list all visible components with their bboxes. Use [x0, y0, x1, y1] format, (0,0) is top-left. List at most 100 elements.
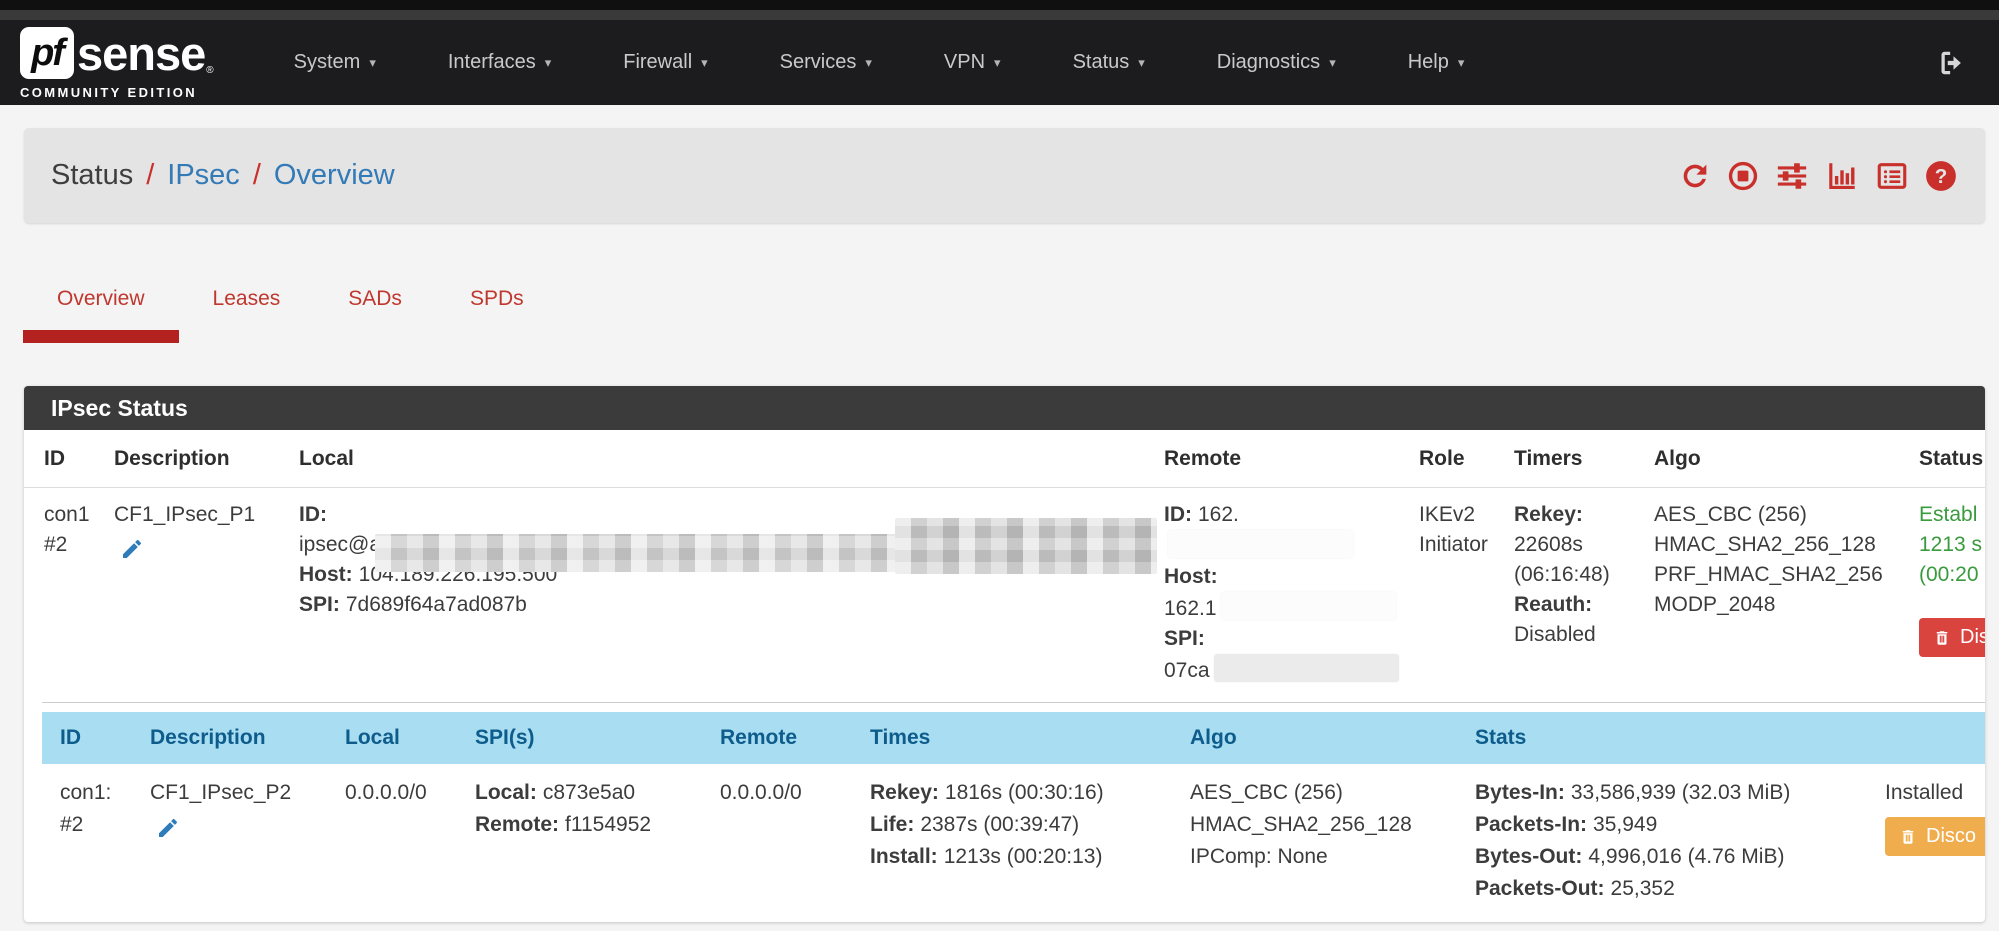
chevron-down-icon: ▾	[701, 54, 708, 70]
page-actions: ?	[1678, 159, 1958, 193]
log-list-icon[interactable]	[1874, 159, 1910, 193]
chevron-down-icon: ▾	[994, 54, 1001, 70]
redacted-region	[1168, 530, 1353, 558]
col-header-timers: Timers	[1514, 447, 1583, 470]
child-spis-cell: Local: c873e5a0 Remote: f1154952	[475, 781, 652, 836]
col-header-remote: Remote	[1164, 447, 1242, 470]
refresh-icon[interactable]	[1678, 159, 1712, 193]
stop-icon[interactable]	[1726, 159, 1760, 193]
breadcrumb: Status / IPsec / Overview	[51, 159, 395, 192]
redacted-region	[1220, 592, 1396, 620]
chevron-down-icon: ▾	[1457, 54, 1465, 70]
nav-item-diagnostics[interactable]: Diagnostics ▾	[1216, 51, 1336, 73]
panel-title: IPsec Status	[24, 386, 1985, 430]
trash-icon	[1902, 829, 1914, 844]
ike-algo-cell: AES_CBC (256) HMAC_SHA2_256_128 PRF_HMAC…	[1654, 503, 1883, 616]
breadcrumb-separator: /	[146, 159, 155, 191]
chevron-down-icon: ▾	[865, 54, 872, 70]
status-installed: Installed	[1885, 781, 1964, 804]
col-header-role: Role	[1419, 447, 1465, 470]
col-header-id: ID	[44, 447, 65, 470]
main-navbar: pf sense ® COMMUNITY EDITION System ▾ Int…	[0, 20, 1999, 105]
col-header-algo: Algo	[1654, 447, 1701, 470]
breadcrumb-bar: Status / IPsec / Overview ?	[24, 128, 1985, 223]
chevron-down-icon: ▾	[544, 54, 552, 70]
ike-role-cell: IKEv2 Initiator	[1419, 503, 1488, 556]
nav-item-vpn[interactable]: VPN ▾	[943, 51, 1001, 73]
child-description-cell: CF1_IPsec_P2	[150, 777, 345, 905]
window-chrome-strip	[0, 10, 1999, 20]
nav-item-status[interactable]: Status ▾	[1072, 51, 1145, 73]
ike-status-cell: Establ 1213 s (00:20 Dis	[1919, 500, 1985, 686]
col-header-local: Local	[345, 726, 400, 749]
ike-table-header: ID Description Local Remote Role Timers …	[24, 430, 1985, 488]
nav-item-interfaces[interactable]: Interfaces ▾	[447, 51, 552, 73]
col-header-description: Description	[114, 447, 230, 470]
col-header-spis: SPI(s)	[475, 726, 535, 749]
child-stats-cell: Bytes-In: 33,586,939 (32.03 MiB) Packets-…	[1475, 781, 1791, 900]
pfsense-logo-box: pf	[20, 27, 74, 79]
child-sa-table: ID Description Local SPI(s) Remote Times…	[42, 702, 1985, 922]
col-header-status: Status	[1919, 447, 1984, 470]
nav-item-firewall[interactable]: Firewall ▾	[623, 51, 708, 73]
tab-spds[interactable]: SPDs	[469, 287, 524, 310]
filter-sliders-icon[interactable]	[1774, 159, 1810, 193]
redacted-region	[375, 534, 940, 572]
bar-chart-icon[interactable]	[1824, 159, 1860, 193]
tab-overview[interactable]: Overview	[23, 287, 179, 343]
col-header-remote: Remote	[720, 726, 798, 749]
trash-icon	[1936, 630, 1948, 645]
chevron-down-icon: ▾	[369, 54, 376, 70]
breadcrumb-separator: /	[252, 159, 261, 191]
sign-out-icon[interactable]	[1937, 48, 1967, 78]
window-chrome	[0, 0, 1999, 10]
nav-item-services[interactable]: Services ▾	[779, 51, 872, 73]
nav-menu: System ▾ Interfaces ▾ Firewall ▾ Services ▾ …	[258, 51, 1501, 74]
ike-timers-cell: Rekey: 22608s (06:16:48) Reauth: Disable…	[1514, 503, 1610, 646]
child-table-header: ID Description Local SPI(s) Remote Times…	[42, 712, 1985, 764]
logo-pf-text: pf	[31, 31, 65, 74]
help-icon[interactable]: ?	[1924, 159, 1958, 193]
child-status-cell: Installed Disco	[1885, 777, 1985, 905]
subnav-tabs: Overview Leases SADs SPDs	[23, 287, 1999, 343]
ike-description-cell: CF1_IPsec_P1	[114, 500, 299, 686]
breadcrumb-link-ipsec[interactable]: IPsec	[167, 159, 240, 191]
nav-item-system[interactable]: System ▾	[293, 51, 376, 73]
col-header-empty	[1885, 726, 1985, 750]
ike-id-cell: con1 #2	[44, 503, 90, 556]
logo-registered-mark: ®	[206, 64, 214, 76]
child-table-row: con1: #2 CF1_IPsec_P2 0.0.0.0/0 Local: c8…	[42, 764, 1985, 922]
child-remote-cell: 0.0.0.0/0	[720, 781, 802, 804]
ipsec-status-panel: IPsec Status ID Description Local Remote…	[24, 386, 1985, 922]
child-algo-cell: AES_CBC (256) HMAC_SHA2_256_128 IPComp: …	[1190, 781, 1412, 868]
ike-local-cell: ID: ipsec@a Host: 104.189.226.195:500 SPI…	[299, 500, 1164, 686]
child-times-cell: Rekey: 1816s (00:30:16) Life: 2387s (00:39…	[870, 781, 1104, 868]
redacted-region	[895, 518, 1157, 574]
tab-leases[interactable]: Leases	[212, 287, 281, 310]
tab-sads[interactable]: SADs	[348, 287, 402, 310]
ike-table-row: con1 #2 CF1_IPsec_P1 ID: ipsec@a Host: 10…	[24, 488, 1985, 686]
status-established: Establ	[1919, 503, 1978, 526]
breadcrumb-section: Status	[51, 159, 134, 191]
col-header-description: Description	[150, 726, 266, 749]
disconnect-button[interactable]: Disco	[1885, 817, 1985, 856]
disconnect-button[interactable]: Dis	[1919, 618, 1985, 657]
edit-pencil-icon[interactable]	[156, 816, 180, 850]
logo-sense-text: sense	[77, 26, 206, 80]
nav-item-help[interactable]: Help ▾	[1407, 51, 1465, 73]
ike-remote-cell: ID: 162. Host: 162.1 SPI: 07ca	[1164, 500, 1419, 686]
col-header-times: Times	[870, 726, 931, 749]
svg-text:?: ?	[1935, 165, 1948, 188]
redacted-region	[1213, 654, 1399, 682]
chevron-down-icon: ▾	[1329, 54, 1336, 70]
child-local-cell: 0.0.0.0/0	[345, 781, 427, 804]
pfsense-logo[interactable]: pf sense ® COMMUNITY EDITION	[20, 26, 214, 100]
col-header-stats: Stats	[1475, 726, 1527, 749]
col-header-id: ID	[60, 726, 81, 749]
logo-subtitle: COMMUNITY EDITION	[20, 84, 198, 100]
breadcrumb-link-overview[interactable]: Overview	[273, 159, 395, 191]
chevron-down-icon: ▾	[1138, 54, 1145, 70]
col-header-local: Local	[299, 447, 354, 470]
edit-pencil-icon[interactable]	[120, 537, 144, 570]
child-id-cell: con1: #2	[60, 781, 112, 836]
